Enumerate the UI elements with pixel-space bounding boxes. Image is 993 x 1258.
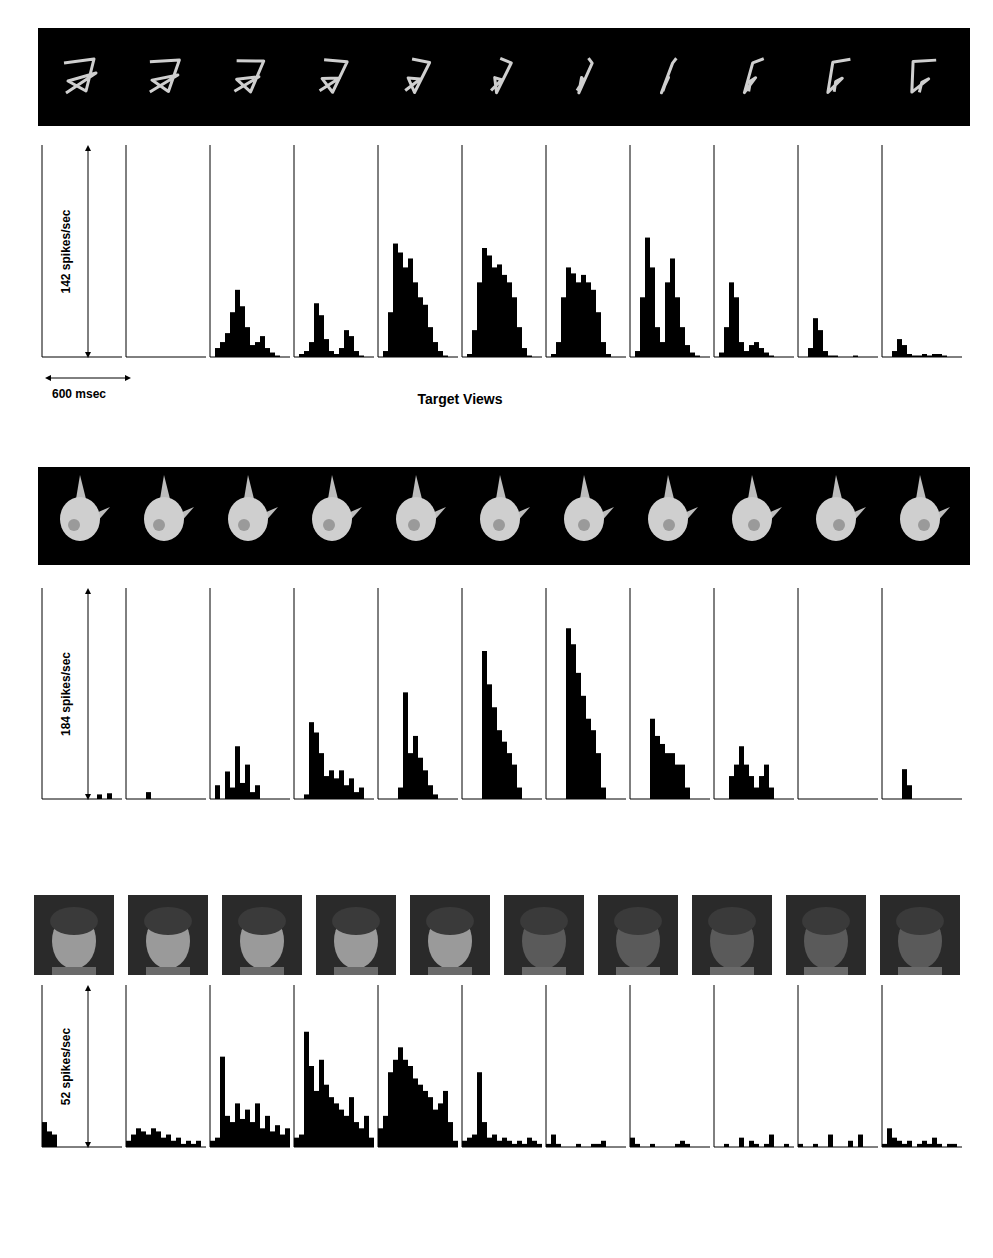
svg-text:Target Views: Target Views [417,391,502,407]
svg-text:600 msec: 600 msec [52,387,106,401]
svg-text:142 spikes/sec: 142 spikes/sec [59,209,73,293]
svg-text:184 spikes/sec: 184 spikes/sec [59,652,73,736]
svg-text:52 spikes/sec: 52 spikes/sec [59,1027,73,1105]
